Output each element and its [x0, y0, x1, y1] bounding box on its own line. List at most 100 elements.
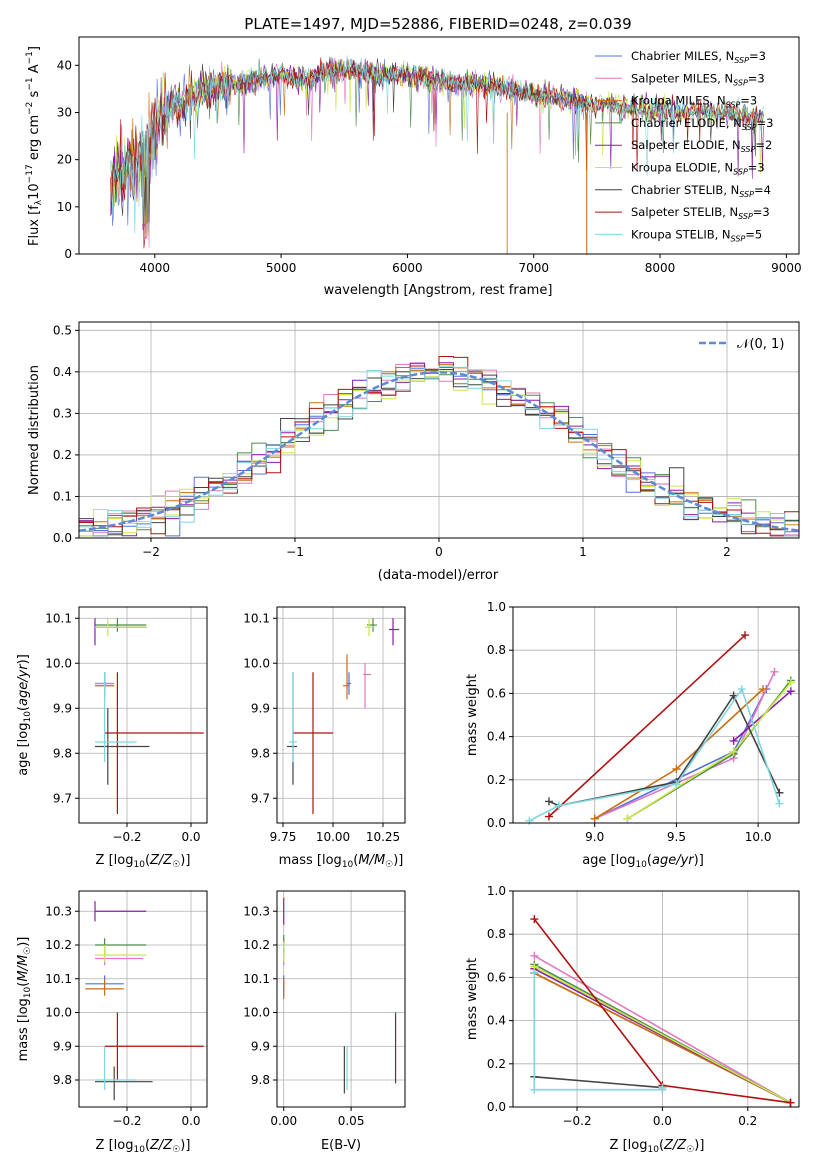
y-tick-label: 10.0 [45, 1006, 72, 1020]
weight-marker [770, 667, 779, 676]
y-tick-label: 9.8 [251, 1073, 270, 1087]
y-tick-label: 9.9 [53, 1039, 72, 1053]
x-tick-label: 0.2 [738, 1114, 757, 1128]
y-tick-label: 0.0 [487, 1100, 506, 1114]
legend-label: Kroupa STELIB, NSSP=5 [631, 227, 762, 243]
y-tick-label: 0.8 [487, 643, 506, 657]
y-tick-label: 0.6 [487, 970, 506, 984]
y-tick-label: 0.0 [53, 531, 72, 545]
weight-marker [775, 788, 784, 797]
age-weight-ylabel: mass weight [465, 674, 480, 756]
y-tick-label: 10.3 [243, 904, 270, 918]
mass-z-xlabel: Z [log10(Z/Z☉)] [96, 1138, 191, 1155]
subplot-frame [78, 606, 208, 824]
weight-marker [775, 799, 784, 808]
x-tick-label: −1 [286, 545, 304, 559]
weight-marker [729, 747, 738, 756]
y-tick-label: 9.8 [53, 746, 72, 760]
y-tick-label: 10.0 [243, 656, 270, 670]
mass-ebv-xlabel: E(B-V) [321, 1138, 361, 1153]
x-tick-label: 10.00 [316, 830, 350, 844]
x-tick-label: −0.2 [112, 830, 141, 844]
weight-series-line [548, 634, 746, 818]
x-tick-label: 1 [579, 545, 587, 559]
weight-marker [786, 1098, 795, 1107]
weight-marker [786, 687, 795, 696]
y-tick-label: 40 [57, 58, 72, 72]
weight-series-line [626, 682, 792, 820]
lower-panels: −0.2 0.0 9.7 9.8 9.9 10.0 10.1 9.75 10.00 10.25 9.… [45, 600, 800, 1128]
legend-label: Chabrier ELODIE, NSSP=3 [631, 116, 773, 132]
legend-label: Chabrier MILES, NSSP=3 [631, 49, 766, 65]
x-tick-label: −0.2 [562, 1114, 591, 1128]
subplot-marks [94, 618, 204, 814]
weight-marker [786, 678, 795, 687]
subplot: 9.75 10.00 10.25 9.7 9.8 9.9 10.0 10.1 [243, 606, 406, 844]
normal-legend-label: 𝒩(0, 1) [737, 337, 784, 352]
weight-marker [759, 685, 768, 694]
x-tick-label: 0.0 [181, 1114, 200, 1128]
y-tick-label: 10.1 [243, 611, 270, 625]
y-tick-label: 9.9 [251, 1039, 270, 1053]
spectrum-title: PLATE=1497, MJD=52886, FIBERID=0248, z=0… [244, 15, 631, 33]
weight-marker [530, 1085, 539, 1094]
age-z-xlabel: Z [log10(Z/Z☉)] [96, 853, 191, 870]
weight-marker [590, 814, 599, 823]
legend-label: Salpeter ELODIE, NSSP=2 [631, 138, 772, 154]
age-z-ylabel: age [log10(age/yr)] [16, 654, 33, 776]
y-tick-label: 1.0 [487, 600, 506, 614]
x-tick-label: 0.00 [270, 1114, 297, 1128]
y-tick-label: 9.9 [251, 701, 270, 715]
legend-label: Salpeter STELIB, NSSP=3 [631, 205, 770, 221]
y-tick-label: 9.8 [251, 746, 270, 760]
weight-marker [672, 765, 681, 773]
subplot-marks [85, 901, 204, 1101]
histogram-legend: 𝒩(0, 1) [699, 337, 784, 352]
x-tick-label: 10.0 [745, 830, 772, 844]
y-tick-label: 0.2 [487, 1057, 506, 1071]
subplot-frame [276, 890, 406, 1108]
legend-label: Kroupa ELODIE, NSSP=3 [631, 161, 765, 177]
subplot: 0.00 0.05 9.8 9.9 10.0 10.1 10.2 10.3 [243, 890, 406, 1128]
weight-series-line [533, 973, 664, 1091]
age-mass-xlabel: mass [log10(M/M☉)] [279, 853, 404, 870]
subplot-frame [512, 890, 800, 1108]
y-tick-label: 10.2 [45, 938, 72, 952]
y-tick-label: 10.1 [243, 972, 270, 986]
x-tick-label: 8000 [645, 261, 676, 275]
z-weight-ylabel: mass weight [465, 958, 480, 1040]
subplot-marks [287, 618, 399, 814]
x-tick-label: 2 [723, 545, 731, 559]
weight-marker [530, 951, 539, 960]
y-tick-label: 0.5 [53, 323, 72, 337]
subplot: −0.2 0.0 0.2 0.0 0.2 0.4 0.6 0.8 1.0 [487, 884, 800, 1128]
subplot-marks [283, 897, 397, 1094]
y-tick-label: 0.3 [53, 406, 72, 420]
x-tick-label: 5000 [266, 261, 297, 275]
normal-curve [78, 371, 800, 532]
weight-series-line [594, 688, 764, 820]
x-tick-label: 0.05 [338, 1114, 365, 1128]
y-tick-label: 9.7 [53, 791, 72, 805]
weight-marker [530, 915, 539, 924]
y-tick-label: 0.8 [487, 927, 506, 941]
y-tick-label: 10.3 [45, 904, 72, 918]
weight-marker [525, 816, 534, 825]
subplot-frame [78, 890, 208, 1108]
weight-marker [729, 736, 738, 745]
x-tick-label: 6000 [392, 261, 423, 275]
x-tick-label: −0.2 [112, 1114, 141, 1128]
x-tick-label: 9.75 [270, 830, 297, 844]
histogram-steps [78, 356, 800, 537]
spectrum-series-line [110, 58, 764, 224]
x-tick-label: 10.25 [366, 830, 400, 844]
weight-series-line [533, 965, 791, 1104]
spectrum-ylabel: Flux [fλ10−17 erg cm−2 s−1 A−1] [25, 46, 44, 246]
y-tick-label: 0.6 [487, 686, 506, 700]
x-tick-label: −2 [142, 545, 160, 559]
weight-marker [737, 685, 746, 694]
weight-series-line [594, 671, 776, 820]
x-tick-label: 9000 [771, 261, 802, 275]
legend-label: Chabrier STELIB, NSSP=4 [631, 183, 771, 199]
y-tick-label: 10.1 [45, 972, 72, 986]
